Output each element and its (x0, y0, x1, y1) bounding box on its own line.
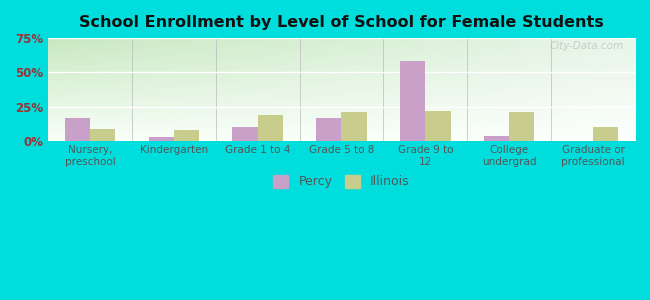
Title: School Enrollment by Level of School for Female Students: School Enrollment by Level of School for… (79, 15, 604, 30)
Bar (341, 112, 367, 141)
Bar (90, 129, 115, 141)
Bar (149, 137, 174, 141)
Bar (257, 115, 283, 141)
Bar (233, 128, 257, 141)
Bar (509, 112, 534, 141)
Bar (174, 130, 199, 141)
Legend: Percy, Illinois: Percy, Illinois (274, 175, 410, 188)
Bar (317, 118, 341, 141)
Bar (400, 61, 425, 141)
Bar (425, 111, 450, 141)
Text: City-Data.com: City-Data.com (549, 41, 623, 51)
Bar (484, 136, 509, 141)
Bar (593, 128, 618, 141)
Bar (65, 118, 90, 141)
